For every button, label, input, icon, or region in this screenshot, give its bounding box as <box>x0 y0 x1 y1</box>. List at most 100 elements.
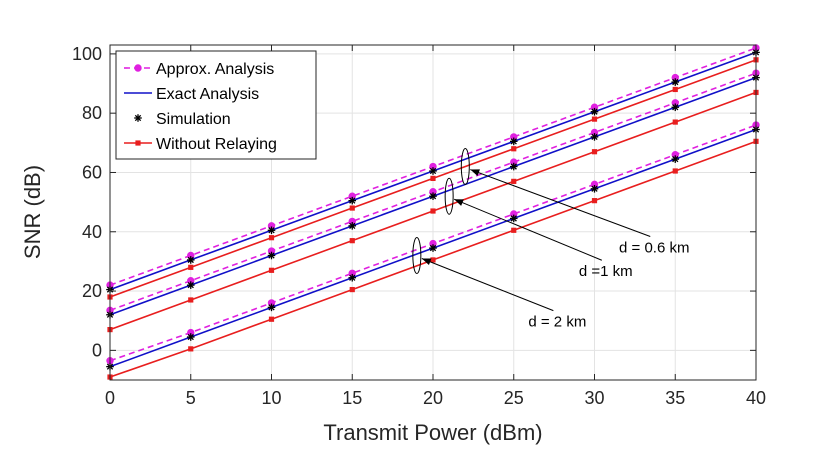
x-tick-label: 25 <box>504 388 524 408</box>
y-tick-label: 0 <box>92 340 102 360</box>
star-stroke <box>429 193 437 200</box>
data-point <box>268 235 275 241</box>
legend-entry-sim: Simulation <box>134 111 231 128</box>
legend-entry-approx: Approx. Analysis <box>124 61 274 78</box>
star-stroke <box>349 197 356 204</box>
star-stroke <box>672 155 679 163</box>
data-point <box>186 281 195 289</box>
data-point <box>268 316 275 322</box>
data-point <box>590 133 599 141</box>
data-point <box>429 167 437 175</box>
data-point <box>430 175 436 182</box>
data-point <box>511 146 517 152</box>
x-axis-title: Transmit Power (dBm) <box>323 420 542 445</box>
y-tick-label: 100 <box>72 44 102 64</box>
data-point <box>349 238 355 244</box>
series-approx-1 <box>106 69 760 315</box>
data-point <box>672 119 678 125</box>
data-point <box>267 303 276 312</box>
annotation: d = 2 km <box>412 236 586 331</box>
star-stroke <box>268 252 275 259</box>
x-tick-label: 15 <box>342 388 362 408</box>
series-approx-0 <box>106 44 760 289</box>
annotation-arrow-head <box>454 199 464 206</box>
annotation-arrow-line <box>470 169 651 237</box>
star-stroke <box>187 256 194 264</box>
legend-marker <box>134 114 142 122</box>
star-stroke <box>268 304 275 311</box>
data-point <box>188 346 194 352</box>
x-tick-label: 35 <box>665 388 685 408</box>
legend-marker <box>134 64 142 72</box>
star-stroke <box>349 222 356 229</box>
x-tick-label: 5 <box>186 388 196 408</box>
data-point <box>511 178 517 184</box>
x-tick-label: 10 <box>261 388 281 408</box>
data-point <box>348 196 357 205</box>
star-stroke <box>429 167 437 175</box>
data-point <box>430 208 436 214</box>
annotation-ellipse <box>412 236 422 274</box>
x-tick-label: 0 <box>105 388 115 408</box>
data-point <box>671 155 680 163</box>
data-point <box>672 168 678 174</box>
data-point <box>188 264 194 270</box>
data-point <box>429 244 437 252</box>
data-point <box>186 333 195 341</box>
annotation: d =1 km <box>444 177 633 280</box>
annotation-arrow-head <box>421 258 432 266</box>
data-point <box>348 222 357 230</box>
star-stroke <box>672 78 679 86</box>
y-tick-label: 80 <box>82 103 102 123</box>
data-point <box>591 149 598 155</box>
data-point <box>509 137 518 146</box>
star-stroke <box>591 133 598 141</box>
legend-marker <box>135 140 141 146</box>
star-stroke <box>429 244 437 252</box>
y-axis-title: SNR (dB) <box>20 165 45 259</box>
y-tick-label: 60 <box>82 162 102 182</box>
star-stroke <box>591 108 598 115</box>
legend-box <box>115 50 317 160</box>
data-point <box>348 273 357 282</box>
data-point <box>349 286 355 293</box>
data-point <box>509 162 518 171</box>
annotation: d = 0.6 km <box>460 148 689 257</box>
star-stroke <box>187 281 194 289</box>
data-point <box>349 205 355 211</box>
annotation-arrow-line <box>453 198 602 261</box>
annotations: d = 0.6 km d =1 km d = 2 km <box>412 148 689 331</box>
series-layer <box>106 44 760 380</box>
annotation-arrow-line <box>421 258 554 312</box>
legend-label: Simulation <box>156 111 231 128</box>
y-tick-label: 20 <box>82 281 102 301</box>
star-stroke <box>510 138 517 145</box>
star-stroke <box>672 104 679 111</box>
legend-label: Approx. Analysis <box>156 61 274 78</box>
data-point <box>267 226 276 235</box>
legend-label: Exact Analysis <box>156 86 259 103</box>
annotation-label: d =1 km <box>579 263 633 280</box>
star-stroke <box>510 163 517 170</box>
data-point <box>671 103 680 112</box>
x-tick-label: 40 <box>746 388 766 408</box>
data-point <box>188 297 194 303</box>
axis-ticks: 0 5 10 15 20 25 30 35 40 0 20 40 60 80 100 <box>72 44 766 408</box>
legend: Approx. Analysis Exact Analysis Simulation… <box>115 50 317 160</box>
legend-label: Without Relaying <box>156 136 277 153</box>
annotation-arrow-head <box>470 169 480 176</box>
data-point <box>429 192 437 200</box>
data-point <box>590 107 599 116</box>
annotation-label: d = 0.6 km <box>619 240 689 257</box>
annotation-ellipse <box>444 177 454 215</box>
data-point <box>671 78 680 86</box>
x-tick-label: 20 <box>423 388 443 408</box>
data-point <box>268 267 275 273</box>
annotation-ellipse <box>460 148 470 186</box>
star-stroke <box>591 185 598 192</box>
legend-entry-exact: Exact Analysis <box>124 86 259 103</box>
y-tick-label: 40 <box>82 222 102 242</box>
data-point <box>672 86 678 93</box>
star-stroke <box>268 227 275 234</box>
